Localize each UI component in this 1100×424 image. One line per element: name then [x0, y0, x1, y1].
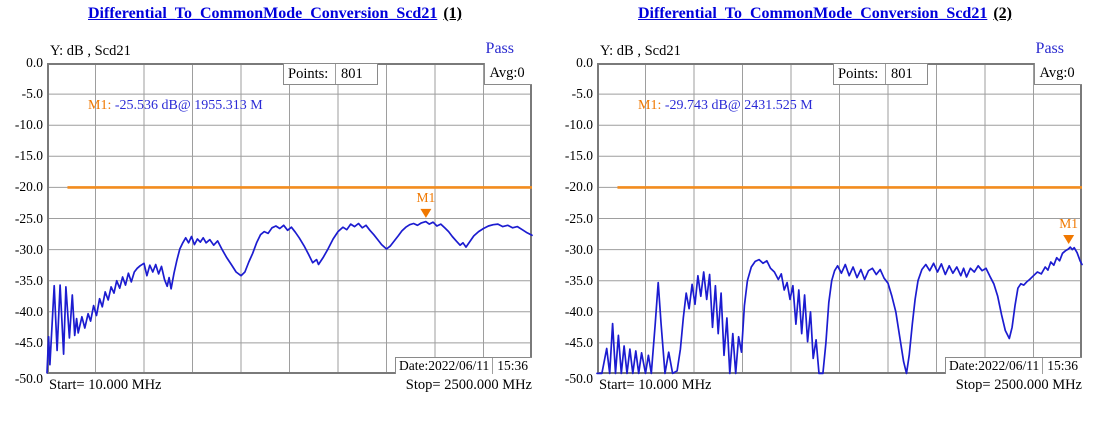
x-start-label: Start= 10.000 MHz [49, 377, 162, 393]
y-tick-label: -45.0 [564, 334, 593, 350]
y-tick-label: -10.0 [14, 117, 43, 133]
status-pass-label: Pass [485, 40, 514, 57]
y-tick-label: -40.0 [14, 303, 43, 319]
points-value: 801 [891, 66, 913, 82]
y-tick-label: -20.0 [564, 179, 593, 195]
marker-readout-value: -25.536 dB@ 1955.313 M [111, 98, 263, 113]
marker-label: M1 [1059, 216, 1078, 231]
marker-triangle-icon [420, 208, 432, 218]
marker-triangle-icon [1063, 235, 1075, 245]
y-tick-label: -40.0 [564, 303, 593, 319]
y-tick-label: -25.0 [14, 210, 43, 226]
marker-readout-prefix: M1: [88, 98, 112, 113]
marker-readout: M1: -25.536 dB@ 1955.313 M [60, 82, 263, 130]
points-box: Points: 801 [833, 63, 928, 85]
chart-title-index[interactable]: (1) [443, 5, 462, 22]
chart-title-1[interactable]: Differential_To_CommonMode_Conversion_Sc… [0, 5, 550, 23]
y-tick-label: 0.0 [576, 55, 593, 70]
y-tick-label: -30.0 [14, 241, 43, 257]
points-value: 801 [341, 66, 363, 82]
chart-panel-1: Differential_To_CommonMode_Conversion_Sc… [0, 5, 550, 393]
y-axis-label: Y: dB , Scd21 [50, 43, 131, 59]
marker-label: M1 [417, 190, 436, 205]
y-tick-label: -20.0 [14, 179, 43, 195]
y-tick-label: -15.0 [14, 148, 43, 164]
y-tick-label: -10.0 [564, 117, 593, 133]
y-tick-label: 0.0 [26, 55, 43, 70]
points-box: Points: 801 [283, 63, 378, 85]
marker-readout: M1: -29.743 dB@ 2431.525 M [610, 82, 813, 130]
x-stop-label: Stop= 2500.000 MHz [955, 377, 1082, 393]
y-tick-label: -45.0 [14, 334, 43, 350]
marker-readout-value: -29.743 dB@ 2431.525 M [661, 98, 813, 113]
avg-box: Avg:0 [1033, 63, 1082, 85]
chart-title-text[interactable]: Differential_To_CommonMode_Conversion_Sc… [88, 5, 438, 22]
date-box: Date:2022/06/11 15:36 [394, 357, 532, 374]
y-tick-label: -5.0 [571, 86, 593, 102]
y-axis-label: Y: dB , Scd21 [600, 43, 681, 59]
y-tick-label: -25.0 [564, 210, 593, 226]
plot-area: M1 Points: 801 Avg:0 M1: -25.536 dB@ 195… [46, 63, 533, 374]
chart-title-2[interactable]: Differential_To_CommonMode_Conversion_Sc… [550, 5, 1100, 23]
date-label: Date:2022/06/11 [398, 358, 490, 373]
trace-scd21 [46, 220, 533, 374]
points-label: Points: [834, 64, 886, 84]
plot-svg: M1 [46, 63, 533, 374]
time-label: 15:36 [492, 358, 532, 374]
status-pass-label: Pass [1035, 40, 1064, 57]
y-tick-label: -15.0 [564, 148, 593, 164]
chart-panel-2: Differential_To_CommonMode_Conversion_Sc… [550, 0, 1100, 424]
date-box: Date:2022/06/11 15:36 [944, 357, 1082, 374]
time-label: 15:36 [1042, 358, 1082, 374]
y-tick-label: -50.0 [564, 371, 593, 386]
points-label: Points: [284, 64, 336, 84]
x-start-label: Start= 10.000 MHz [599, 377, 712, 393]
marker-readout-prefix: M1: [638, 98, 662, 113]
plot-area: M1 Points: 801 Avg:0 M1: -29.743 dB@ 243… [596, 63, 1083, 375]
trace-scd21 [596, 246, 1083, 375]
y-tick-label: -30.0 [564, 241, 593, 257]
avg-box: Avg:0 [483, 63, 532, 85]
x-stop-label: Stop= 2500.000 MHz [405, 377, 532, 393]
y-tick-label: -5.0 [21, 86, 43, 102]
y-tick-label: -35.0 [564, 272, 593, 288]
date-label: Date:2022/06/11 [948, 358, 1040, 373]
y-tick-label: -35.0 [14, 272, 43, 288]
y-tick-label: -50.0 [14, 371, 43, 386]
chart-title-index[interactable]: (2) [993, 5, 1012, 22]
chart-title-text[interactable]: Differential_To_CommonMode_Conversion_Sc… [638, 5, 988, 22]
